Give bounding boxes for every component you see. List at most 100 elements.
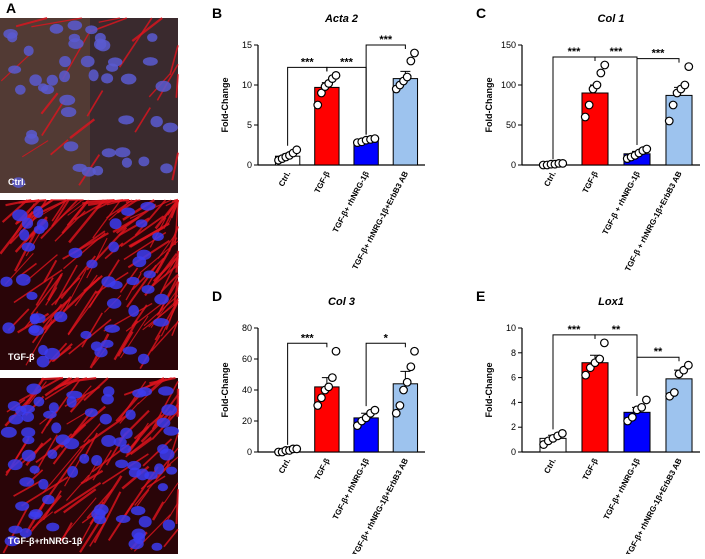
nucleus bbox=[102, 148, 116, 157]
nucleus bbox=[2, 322, 14, 333]
nucleus bbox=[108, 242, 119, 253]
image-label: Ctrl. bbox=[8, 177, 26, 187]
nucleus bbox=[15, 501, 29, 511]
x-tick-label: TGF-β + rhNRG-1β bbox=[601, 170, 642, 237]
nucleus bbox=[56, 434, 70, 445]
nucleus bbox=[121, 74, 137, 85]
data-point bbox=[685, 63, 693, 71]
nucleus bbox=[9, 414, 24, 424]
nucleus bbox=[163, 123, 178, 133]
nucleus bbox=[152, 232, 164, 241]
nucleus bbox=[132, 389, 146, 398]
bar bbox=[666, 379, 692, 452]
y-axis-label: Fold-Change bbox=[484, 78, 494, 133]
nucleus bbox=[91, 455, 102, 466]
nucleus bbox=[122, 158, 132, 168]
nucleus bbox=[12, 209, 27, 221]
chart-title: Col 1 bbox=[598, 13, 625, 25]
nucleus bbox=[158, 483, 168, 491]
nucleus bbox=[86, 259, 97, 268]
nucleus bbox=[125, 410, 135, 420]
nucleus bbox=[101, 73, 113, 83]
data-point bbox=[685, 361, 693, 369]
data-point bbox=[371, 135, 379, 143]
bar bbox=[393, 384, 417, 452]
nucleus bbox=[19, 477, 34, 487]
nucleus bbox=[68, 20, 83, 30]
y-tick-label: 40 bbox=[242, 385, 252, 395]
y-tick-label: 8 bbox=[511, 348, 516, 358]
data-point bbox=[582, 371, 590, 379]
bar bbox=[315, 87, 339, 165]
x-tick-label: Ctrl. bbox=[277, 170, 292, 188]
y-tick-label: 4 bbox=[511, 397, 516, 407]
nucleus bbox=[22, 412, 34, 422]
data-point bbox=[593, 81, 601, 89]
fiber bbox=[176, 251, 178, 273]
y-tick-label: 50 bbox=[506, 120, 516, 130]
chart-title: Col 3 bbox=[328, 296, 355, 308]
image-label: TGF-β bbox=[8, 352, 35, 362]
significance-label: *** bbox=[340, 56, 354, 68]
y-tick-label: 80 bbox=[242, 323, 252, 333]
nucleus bbox=[120, 428, 132, 439]
nucleus bbox=[161, 404, 177, 415]
nucleus bbox=[0, 277, 12, 287]
data-point bbox=[581, 113, 589, 121]
nucleus bbox=[46, 523, 59, 532]
y-tick-label: 0 bbox=[511, 447, 516, 457]
data-point bbox=[638, 404, 646, 412]
nucleus bbox=[138, 354, 149, 365]
nucleus bbox=[89, 69, 99, 81]
y-tick-label: 6 bbox=[511, 373, 516, 383]
nucleus bbox=[38, 83, 48, 92]
nucleus bbox=[38, 345, 48, 355]
nucleus bbox=[67, 396, 77, 408]
nucleus bbox=[80, 331, 91, 339]
nucleus bbox=[107, 298, 121, 309]
nucleus bbox=[128, 305, 139, 317]
data-point bbox=[325, 383, 333, 391]
significance-label: *** bbox=[610, 46, 624, 58]
nucleus bbox=[140, 202, 155, 211]
nucleus bbox=[85, 408, 98, 417]
data-point bbox=[314, 402, 322, 410]
nucleus bbox=[51, 422, 61, 433]
y-tick-label: 20 bbox=[242, 416, 252, 426]
y-tick-label: 10 bbox=[506, 323, 516, 333]
data-point bbox=[396, 402, 404, 410]
data-point bbox=[643, 145, 651, 153]
y-axis-label: Fold-Change bbox=[220, 78, 230, 133]
data-point bbox=[293, 445, 301, 453]
data-point bbox=[601, 61, 609, 69]
nucleus bbox=[93, 166, 104, 176]
nucleus bbox=[94, 39, 106, 50]
significance-label: ** bbox=[612, 324, 621, 336]
nucleus bbox=[29, 325, 39, 333]
nucleus bbox=[163, 426, 179, 435]
nucleus bbox=[115, 460, 128, 469]
significance-label: ** bbox=[654, 346, 663, 358]
data-point bbox=[293, 146, 301, 154]
nucleus bbox=[21, 427, 35, 437]
nucleus bbox=[144, 471, 157, 479]
nucleus bbox=[33, 206, 43, 218]
nucleus bbox=[115, 147, 130, 157]
y-axis-label: Fold-Change bbox=[484, 363, 494, 418]
nucleus bbox=[158, 386, 174, 395]
nucleus bbox=[85, 25, 97, 34]
data-point bbox=[681, 81, 689, 89]
nucleus bbox=[101, 340, 114, 348]
x-tick-label: TGF-β+ rhNRG-1β bbox=[602, 457, 642, 522]
nucleus bbox=[137, 250, 152, 260]
x-tick-label: TGF-β bbox=[313, 170, 332, 195]
nucleus bbox=[59, 95, 75, 106]
y-tick-label: 0 bbox=[511, 160, 516, 170]
nucleus bbox=[26, 130, 37, 139]
nucleus bbox=[103, 386, 114, 396]
y-tick-label: 5 bbox=[247, 120, 252, 130]
nucleus bbox=[157, 418, 171, 428]
chart-title: Lox1 bbox=[598, 296, 624, 308]
x-tick-label: Ctrl. bbox=[542, 457, 557, 475]
